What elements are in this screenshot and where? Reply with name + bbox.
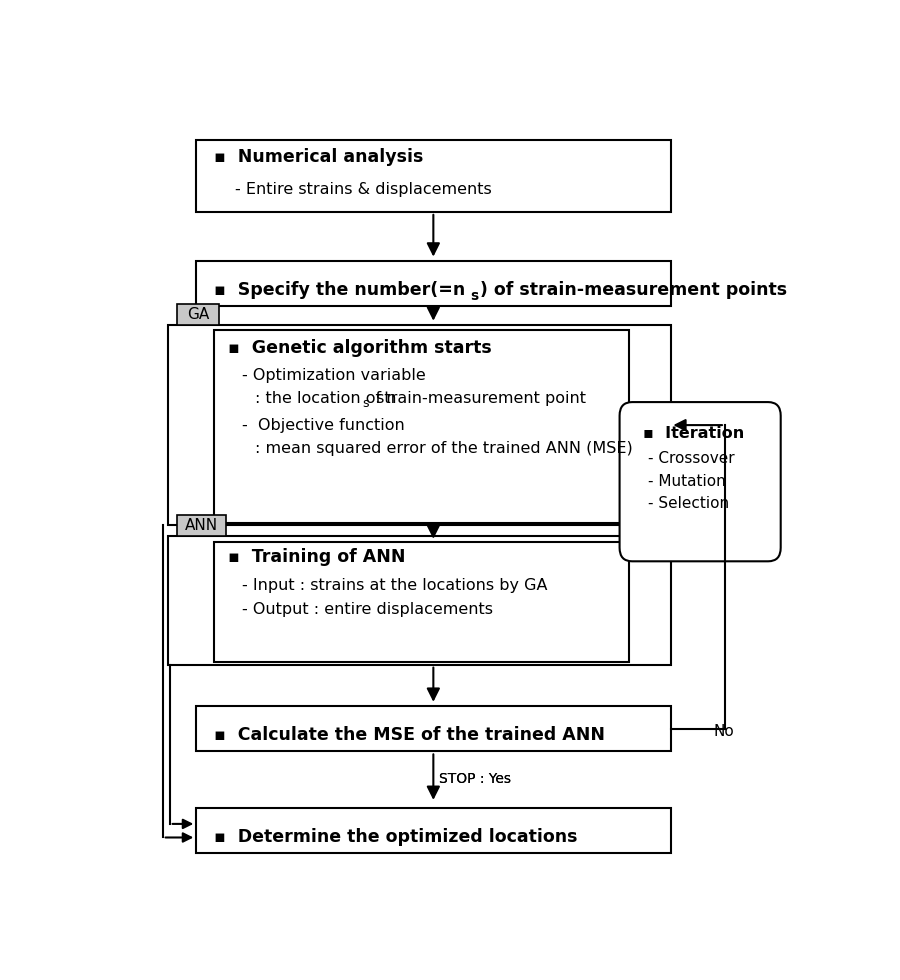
- Text: ) of strain-measurement points: ) of strain-measurement points: [480, 280, 788, 299]
- Text: - Selection: - Selection: [648, 497, 729, 512]
- Bar: [177, 304, 220, 325]
- Text: - Output : entire displacements: - Output : entire displacements: [241, 602, 492, 617]
- Text: s: s: [363, 397, 369, 410]
- Text: strain-measurement point: strain-measurement point: [371, 391, 586, 406]
- Text: ▪  Genetic algorithm starts: ▪ Genetic algorithm starts: [228, 339, 491, 357]
- Text: - Mutation: - Mutation: [648, 473, 726, 489]
- Text: ▪  Determine the optimized locations: ▪ Determine the optimized locations: [213, 828, 577, 846]
- Bar: [168, 325, 670, 525]
- Bar: [213, 330, 628, 522]
- Bar: [168, 536, 670, 664]
- Text: ▪  Iteration: ▪ Iteration: [643, 425, 743, 441]
- Text: ▪  Specify the number(=n: ▪ Specify the number(=n: [213, 280, 465, 299]
- Text: ▪  Training of ANN: ▪ Training of ANN: [228, 548, 405, 565]
- Text: -  Objective function: - Objective function: [241, 418, 404, 433]
- Text: - Optimization variable: - Optimization variable: [241, 368, 426, 383]
- Bar: [196, 261, 670, 307]
- Text: - Input : strains at the locations by GA: - Input : strains at the locations by GA: [241, 578, 547, 593]
- Text: : the location of n: : the location of n: [256, 391, 397, 406]
- Bar: [213, 542, 628, 662]
- Bar: [196, 707, 670, 752]
- Text: - Crossover: - Crossover: [648, 451, 734, 466]
- Text: No: No: [714, 724, 734, 739]
- Text: GA: GA: [187, 307, 210, 322]
- Text: : mean squared error of the trained ANN (MSE): : mean squared error of the trained ANN …: [256, 441, 634, 456]
- Bar: [177, 515, 226, 536]
- Bar: [196, 808, 670, 854]
- Text: ANN: ANN: [185, 518, 219, 533]
- Text: STOP : Yes: STOP : Yes: [439, 772, 511, 786]
- Text: ▪  Calculate the MSE of the trained ANN: ▪ Calculate the MSE of the trained ANN: [213, 726, 605, 744]
- Text: STOP : Yes: STOP : Yes: [439, 772, 511, 786]
- Bar: [196, 140, 670, 212]
- Text: ▪  Numerical analysis: ▪ Numerical analysis: [213, 148, 423, 166]
- Text: - Entire strains & displacements: - Entire strains & displacements: [235, 181, 491, 197]
- FancyBboxPatch shape: [619, 402, 780, 562]
- Text: s: s: [471, 289, 479, 303]
